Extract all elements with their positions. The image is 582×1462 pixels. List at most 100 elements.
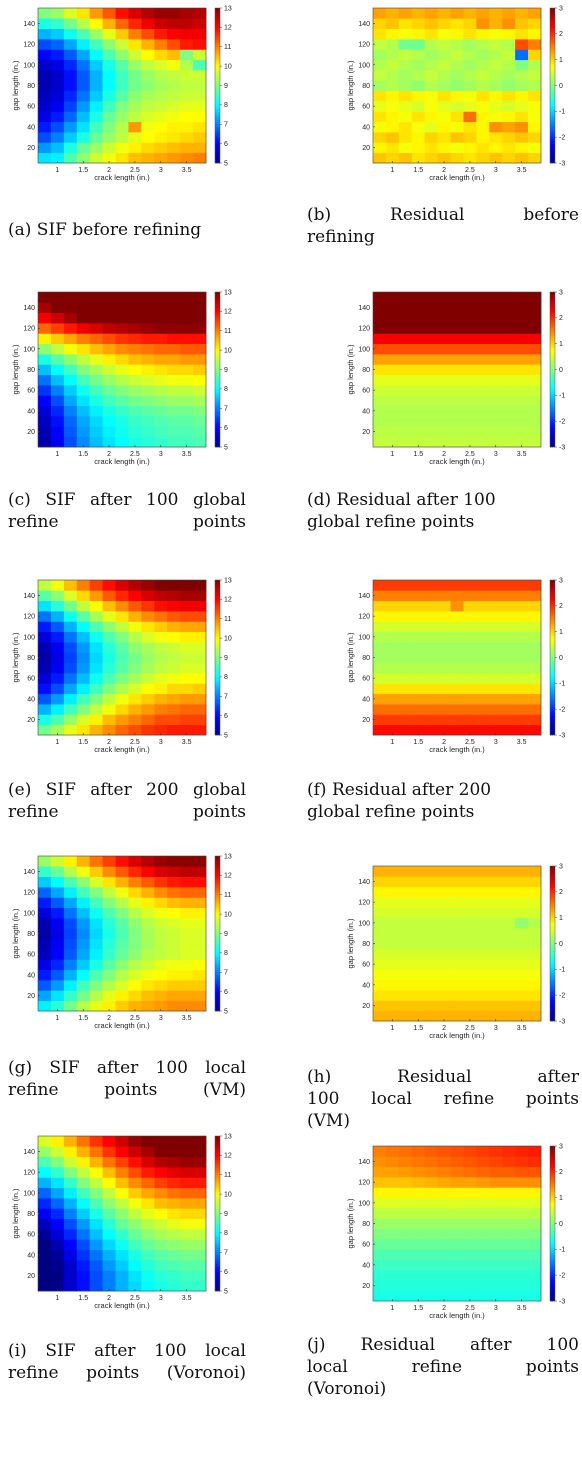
y-tick-label: 80 <box>362 83 370 90</box>
colorbar-segment <box>215 107 220 111</box>
heatmap-cell <box>385 979 400 991</box>
heatmap-cell <box>437 1228 451 1240</box>
colorbar-segment <box>215 1235 220 1239</box>
colorbar-segment <box>550 1240 555 1244</box>
heatmap-cell <box>154 693 168 705</box>
colorbar-segment <box>215 354 220 358</box>
colorbar-segment <box>550 1167 555 1171</box>
heatmap-cell <box>154 1136 168 1147</box>
heatmap-cell <box>50 49 65 61</box>
heatmap-cell <box>102 405 116 417</box>
heatmap-cell <box>373 90 387 102</box>
x-tick-label: 2 <box>107 1015 111 1022</box>
x-tick-label: 2.5 <box>130 167 140 174</box>
colorbar-segment <box>215 32 220 35</box>
heatmap-cell <box>115 600 129 612</box>
heatmap-cell <box>89 642 104 653</box>
heatmap-cell <box>476 600 490 612</box>
heatmap-cell <box>528 1228 542 1240</box>
heatmap-cell <box>424 312 439 324</box>
colorbar-segment <box>550 919 555 922</box>
heatmap-cell <box>89 590 104 602</box>
colorbar-segment <box>215 124 220 127</box>
heatmap-cell <box>38 1249 52 1261</box>
heatmap-cell <box>437 374 451 386</box>
heatmap-cell <box>398 101 413 112</box>
heatmap-cell <box>102 1167 116 1178</box>
heatmap-cell <box>115 949 129 960</box>
colorbar-segment <box>215 715 220 719</box>
heatmap-cell <box>385 621 400 633</box>
colorbar-segment <box>550 80 555 84</box>
heatmap-cell <box>63 364 78 376</box>
heatmap-cell <box>154 8 168 19</box>
colorbar-tick-label: 1 <box>559 629 563 636</box>
y-tick-label: 120 <box>23 42 35 49</box>
colorbar-segment <box>550 691 555 695</box>
heatmap-cell <box>373 312 387 324</box>
caption-line: (VM) <box>307 1111 350 1131</box>
heatmap-cell <box>463 323 477 334</box>
heatmap-cell <box>528 132 542 143</box>
colorbar-segment <box>215 986 220 990</box>
heatmap-cell <box>63 292 78 303</box>
heatmap-cell <box>502 673 516 684</box>
heatmap-cell <box>89 580 104 591</box>
colorbar-segment <box>550 17 555 21</box>
heatmap-cell <box>63 1167 78 1178</box>
colorbar-segment <box>215 1261 220 1265</box>
heatmap-cell <box>385 1197 400 1209</box>
colorbar-segment <box>550 635 555 639</box>
heatmap-cell <box>76 1167 91 1178</box>
heatmap-cell <box>128 80 142 92</box>
heatmap-cell <box>489 1177 503 1188</box>
heatmap-cell <box>489 724 503 736</box>
heatmap-cell <box>463 652 477 664</box>
colorbar-segment <box>550 974 555 978</box>
heatmap-cell <box>502 600 516 612</box>
heatmap-cell <box>398 18 413 30</box>
heatmap-cell <box>489 1187 503 1199</box>
heatmap-cell <box>398 886 413 898</box>
heatmap-cell <box>489 959 503 970</box>
x-tick-label: 1.5 <box>413 167 423 174</box>
colorbar-segment <box>550 941 555 944</box>
heatmap-cell <box>115 132 129 143</box>
colorbar-segment <box>215 146 220 149</box>
colorbar-segment <box>550 982 555 985</box>
heatmap-cell <box>373 897 387 908</box>
heatmap-cell <box>424 364 439 376</box>
heatmap-cell <box>154 354 168 365</box>
y-tick-label: 120 <box>23 1170 35 1177</box>
heatmap-cell <box>154 374 168 386</box>
heatmap-cell <box>38 949 52 960</box>
heatmap-cell <box>463 990 477 1001</box>
heatmap-cell <box>180 856 194 867</box>
heatmap-cell <box>373 101 387 112</box>
heatmap-cell <box>115 80 129 92</box>
heatmap-cell <box>437 111 451 123</box>
colorbar-segment <box>550 587 555 590</box>
colorbar-segment <box>550 725 555 729</box>
colorbar-segment <box>215 1220 220 1224</box>
heatmap-cell <box>411 292 426 303</box>
colorbar-tick-label: -3 <box>559 1018 565 1025</box>
heatmap-cell <box>193 1136 207 1147</box>
heatmap-cell <box>63 990 78 1002</box>
heatmap-cell <box>476 385 490 396</box>
heatmap-cell <box>63 436 78 448</box>
heatmap-cell <box>385 907 400 919</box>
colorbar-segment <box>215 1215 220 1219</box>
heatmap-cell <box>38 426 52 438</box>
colorbar-segment <box>550 403 555 407</box>
heatmap-cell <box>463 111 477 123</box>
heatmap-cell <box>102 426 116 438</box>
colorbar-segment <box>215 933 220 937</box>
x-tick-label: 1 <box>55 739 59 746</box>
heatmap-cell <box>89 39 104 50</box>
heatmap-cell <box>141 59 155 71</box>
heatmap-cell <box>38 385 52 396</box>
heatmap-cell <box>89 1260 104 1271</box>
y-axis-label: gap length (in.) <box>11 632 20 683</box>
heatmap-cell <box>50 405 65 417</box>
